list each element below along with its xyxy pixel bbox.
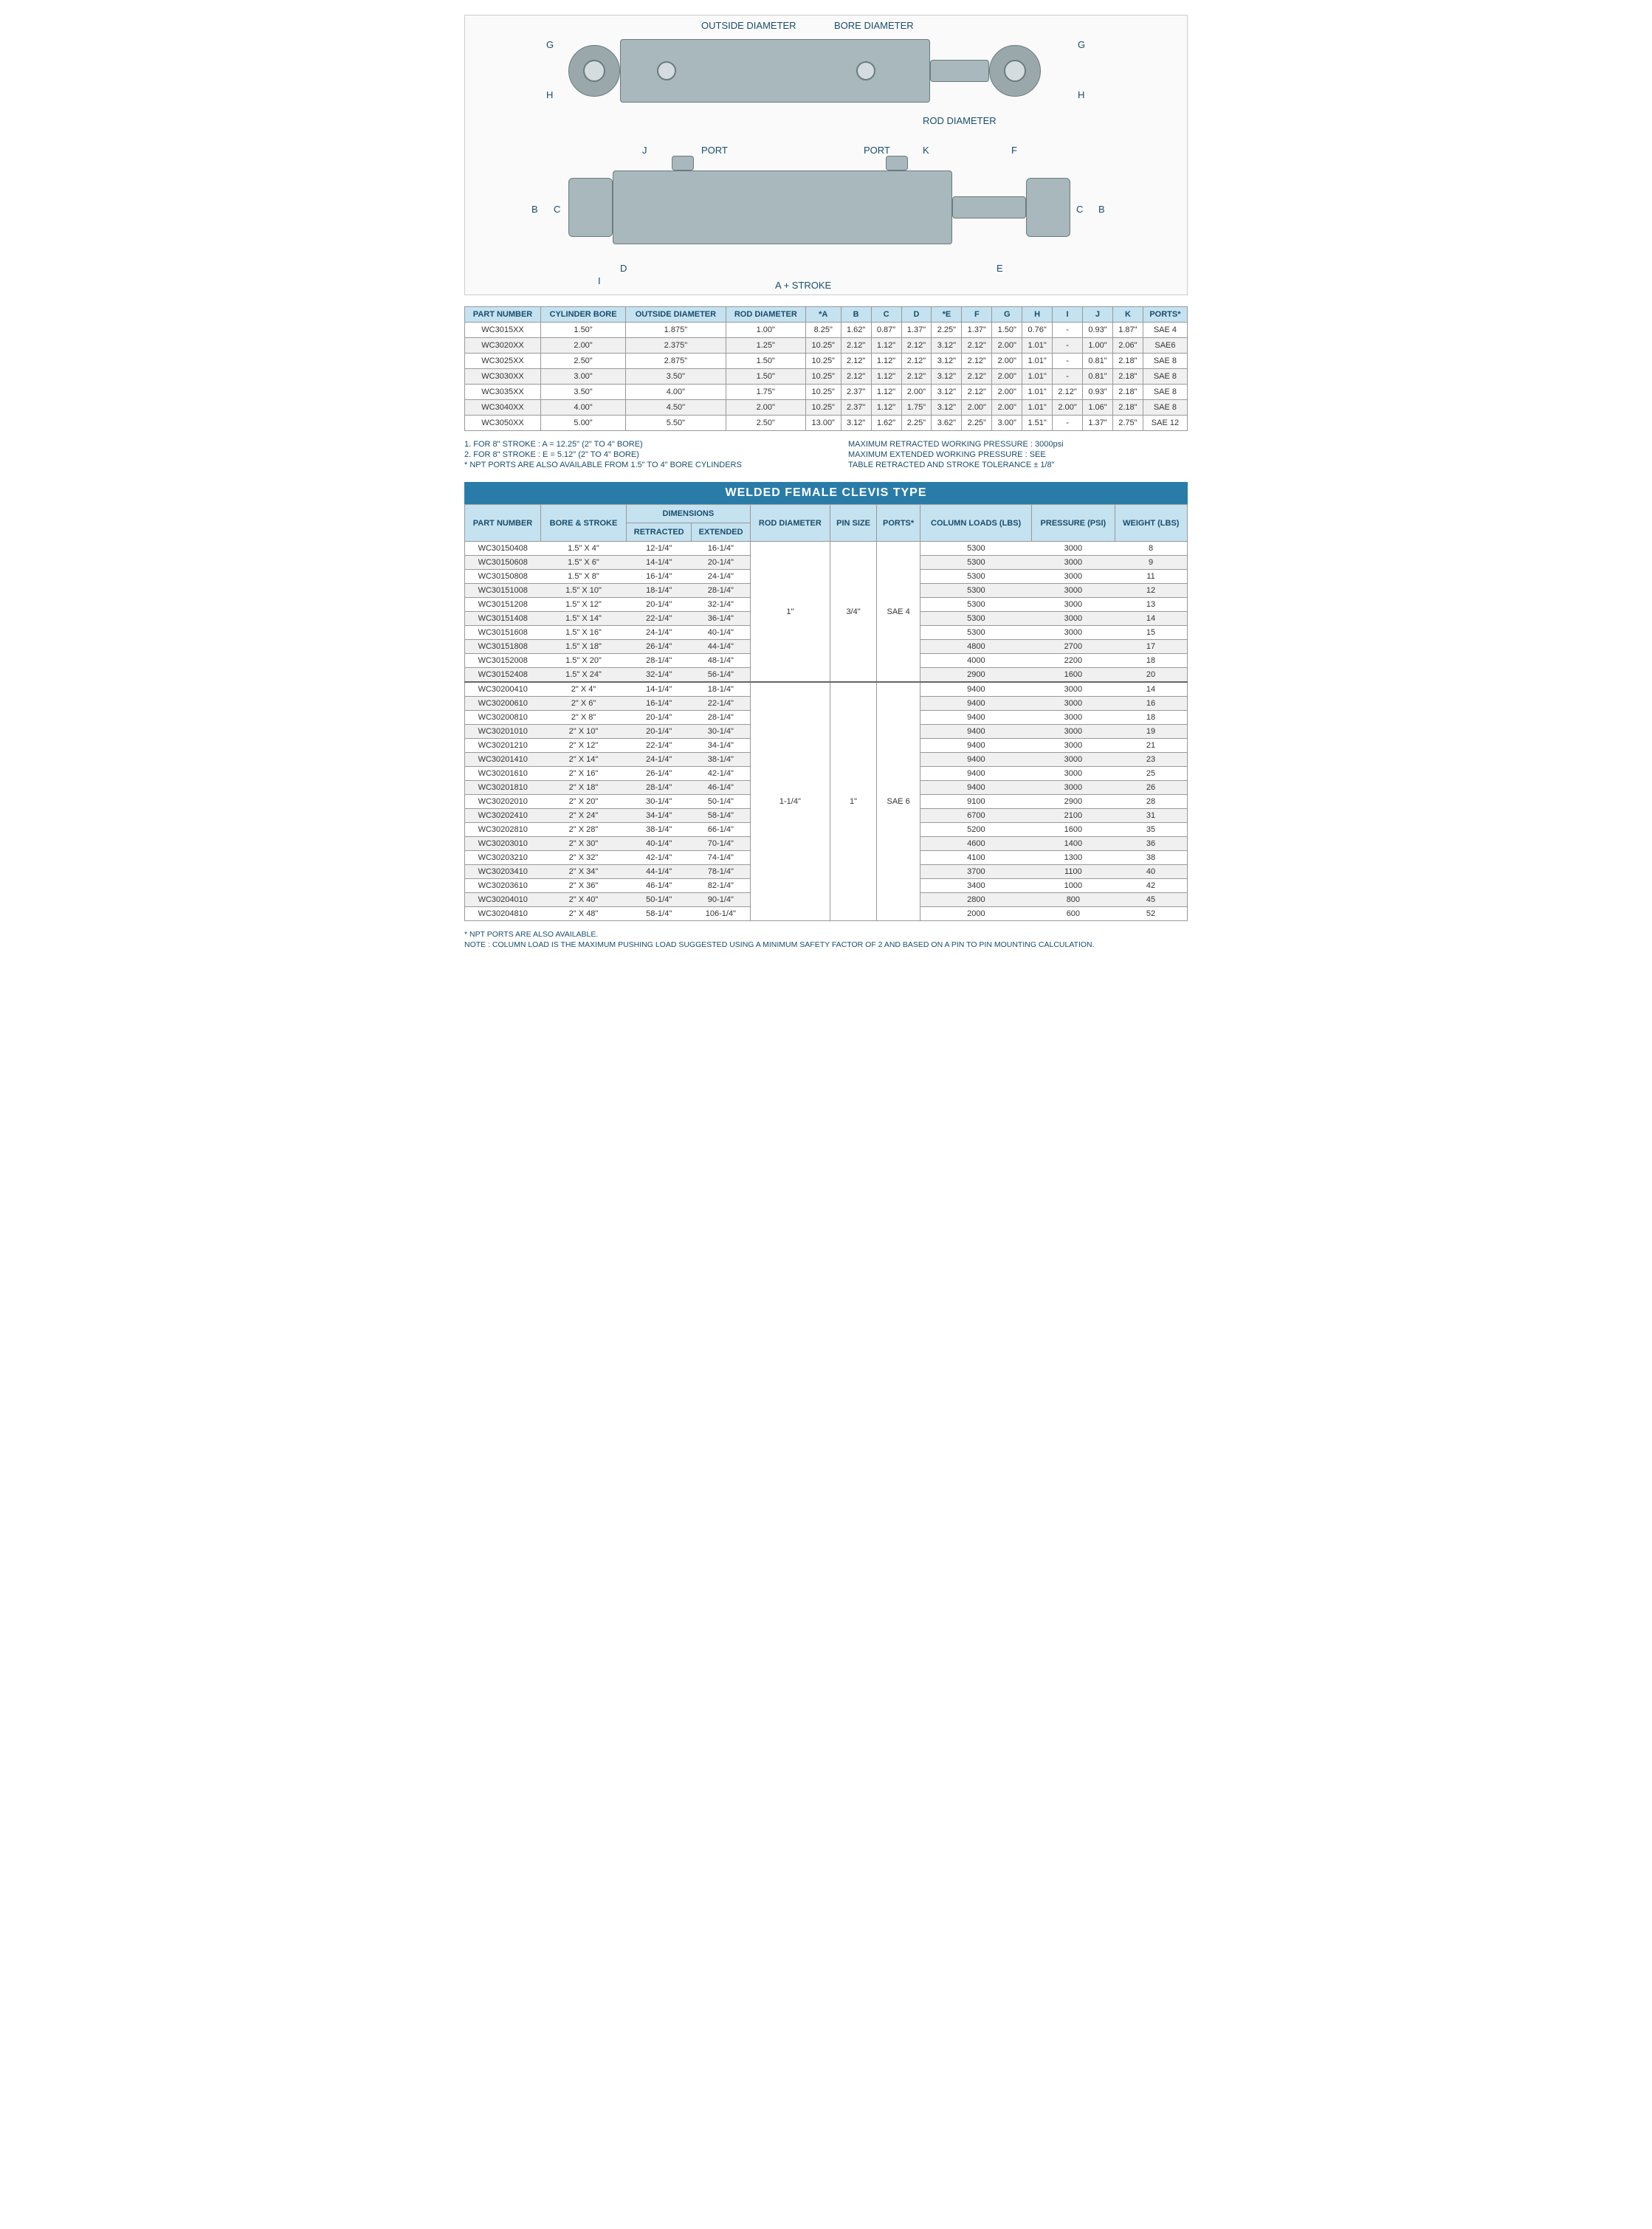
th-d: D — [901, 307, 932, 323]
dimensions-table: PART NUMBERCYLINDER BOREOUTSIDE DIAMETER… — [464, 306, 1188, 431]
th--e: *E — [932, 307, 962, 323]
table-row: WC3025XX2.50"2.875"1.50"10.25"2.12"1.12"… — [465, 354, 1188, 369]
merge-ports: SAE 4 — [877, 542, 920, 683]
table-row: WC3015XX1.50"1.875"1.00"8.25"1.62"0.87"1… — [465, 323, 1188, 338]
label-outside-diameter: OUTSIDE DIAMETER — [701, 20, 796, 31]
th-bore: BORE & STROKE — [541, 505, 627, 542]
th-pressure: PRESSURE (PSI) — [1032, 505, 1115, 542]
th-cylinder-bore: CYLINDER BORE — [541, 307, 626, 323]
label-port-right: PORT — [864, 145, 890, 156]
label-B-right: B — [1098, 204, 1105, 215]
table-row: WC3040XX4.00"4.50"2.00"10.25"2.37"1.12"1… — [465, 400, 1188, 416]
table-row: WC3050XX5.00"5.50"2.50"13.00"3.12"1.62"2… — [465, 416, 1188, 431]
label-bore-diameter: BORE DIAMETER — [834, 20, 914, 31]
label-C-left: C — [554, 204, 560, 215]
label-C-right: C — [1076, 204, 1083, 215]
merge-ports: SAE 6 — [877, 682, 920, 921]
th-part: PART NUMBER — [465, 505, 541, 542]
label-J: J — [642, 145, 647, 156]
label-E: E — [997, 263, 1003, 274]
label-a-stroke: A + STROKE — [775, 280, 831, 291]
cylinder-diagram: OUTSIDE DIAMETER BORE DIAMETER G G H H R… — [464, 15, 1188, 295]
note-line: * NPT PORTS ARE ALSO AVAILABLE FROM 1.5"… — [464, 461, 804, 469]
table-row: WC3035XX3.50"4.00"1.75"10.25"2.37"1.12"2… — [465, 385, 1188, 400]
merge-pin: 3/4" — [830, 542, 876, 683]
label-G-left: G — [546, 39, 554, 50]
th-g: G — [992, 307, 1022, 323]
label-H-left: H — [546, 89, 553, 100]
th-b: B — [841, 307, 871, 323]
label-F: F — [1011, 145, 1017, 156]
th-pin: PIN SIZE — [830, 505, 876, 542]
merge-pin: 1" — [830, 682, 876, 921]
th-k: K — [1112, 307, 1143, 323]
note-line: 2. FOR 8" STROKE : E = 5.12" (2" TO 4" B… — [464, 450, 804, 459]
th-outside-diameter: OUTSIDE DIAMETER — [626, 307, 726, 323]
th-retracted: RETRACTED — [626, 523, 691, 542]
label-B-left: B — [531, 204, 538, 215]
merge-rod: 1-1/4" — [750, 682, 830, 921]
footnotes: * NPT PORTS ARE ALSO AVAILABLE.NOTE : CO… — [464, 930, 1188, 949]
th-extended: EXTENDED — [692, 523, 750, 542]
label-port-left: PORT — [701, 145, 728, 156]
footnote-line: * NPT PORTS ARE ALSO AVAILABLE. — [464, 930, 1188, 939]
label-H-right: H — [1078, 89, 1084, 100]
th-dims: DIMENSIONS — [626, 505, 750, 523]
clevis-table: PART NUMBER BORE & STROKE DIMENSIONS ROD… — [464, 504, 1188, 921]
merge-rod: 1" — [750, 542, 830, 683]
table-row: WC3030XX3.00"3.50"1.50"10.25"2.12"1.12"2… — [465, 369, 1188, 385]
label-I: I — [598, 275, 601, 286]
th-column: COLUMN LOADS (LBS) — [920, 505, 1032, 542]
th-ports: PORTS* — [877, 505, 920, 542]
label-K: K — [923, 145, 929, 156]
th-part-number: PART NUMBER — [465, 307, 541, 323]
label-G-right: G — [1078, 39, 1085, 50]
th-h: H — [1022, 307, 1053, 323]
footnote-line: NOTE : COLUMN LOAD IS THE MAXIMUM PUSHIN… — [464, 940, 1188, 949]
th-rod-diameter: ROD DIAMETER — [726, 307, 805, 323]
label-D: D — [620, 263, 627, 274]
note-line: MAXIMUM EXTENDED WORKING PRESSURE : SEE — [848, 450, 1188, 459]
th--a: *A — [805, 307, 841, 323]
table-row: WC3020XX2.00"2.375"1.25"10.25"2.12"1.12"… — [465, 338, 1188, 354]
th-i: I — [1053, 307, 1083, 323]
table-row: WC301504081.5" X 4"12-1/4"16-1/4"1"3/4"S… — [465, 542, 1188, 556]
th-j: J — [1083, 307, 1113, 323]
th-c: C — [871, 307, 901, 323]
table-row: WC302004102" X 4"14-1/4"18-1/4"1-1/4"1"S… — [465, 682, 1188, 697]
th-rod: ROD DIAMETER — [750, 505, 830, 542]
label-rod-diameter: ROD DIAMETER — [923, 115, 997, 126]
note-line: MAXIMUM RETRACTED WORKING PRESSURE : 300… — [848, 440, 1188, 449]
note-line: 1. FOR 8" STROKE : A = 12.25" (2" TO 4" … — [464, 440, 804, 449]
th-f: F — [962, 307, 992, 323]
th-ports-: PORTS* — [1143, 307, 1187, 323]
mid-notes: 1. FOR 8" STROKE : A = 12.25" (2" TO 4" … — [464, 440, 1188, 471]
note-line: TABLE RETRACTED AND STROKE TOLERANCE ± 1… — [848, 461, 1188, 469]
section-title: WELDED FEMALE CLEVIS TYPE — [464, 482, 1188, 504]
th-weight: WEIGHT (LBS) — [1115, 505, 1187, 542]
